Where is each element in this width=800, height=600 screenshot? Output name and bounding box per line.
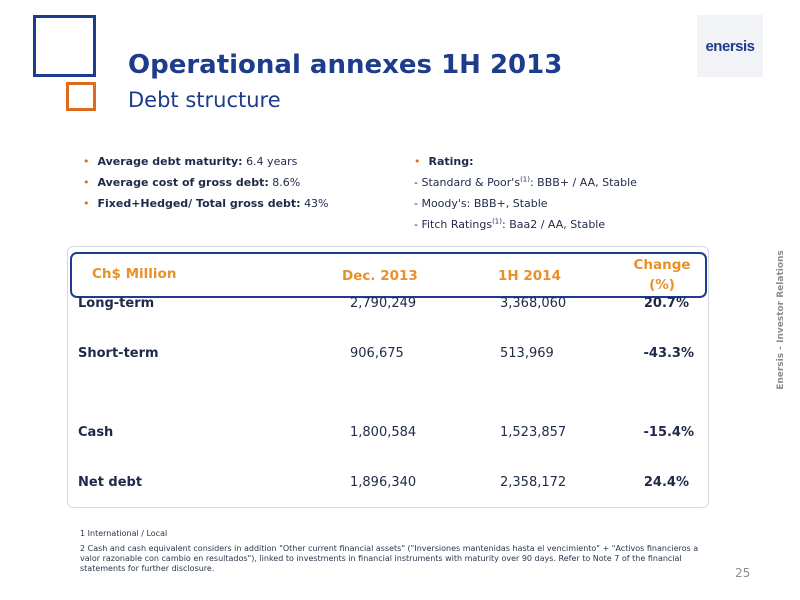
row-dec-long-term: 2,790,249 [350, 296, 417, 311]
header-1h-2014: 1H 2014 [498, 268, 561, 284]
rating-fitch: - Fitch Ratings(1): Baa2 / AA, Stable [414, 214, 637, 235]
row-change-short-term: -43.3% [643, 346, 695, 361]
footnote-1: 1 International / Local [80, 529, 168, 538]
bullet-icon: • [83, 176, 90, 189]
footnote-ref: (1) [492, 217, 502, 226]
decorative-square-small [66, 82, 96, 111]
rating-list: • Rating: - Standard & Poor's(1): BBB+ / … [414, 151, 637, 235]
table-header-bar [70, 252, 707, 298]
bullet-label: Average cost of gross debt: [97, 176, 269, 189]
row-label-net-debt: Net debt [78, 475, 143, 490]
page-title: Operational annexes 1H 2013 [128, 50, 563, 80]
header-change: Change (%) [622, 255, 702, 295]
footnote-ref: (1) [520, 175, 530, 184]
side-label: Enersis - Investor Relations [776, 250, 786, 390]
row-dec-net-debt: 1,896,340 [350, 475, 417, 490]
header-change-line2: (%) [649, 277, 675, 293]
rating-title: Rating: [428, 155, 474, 168]
bullet-avg-maturity: • Average debt maturity: 6.4 years [83, 151, 329, 172]
row-dec-short-term: 906,675 [350, 346, 404, 361]
bullet-icon: • [83, 155, 90, 168]
page-subtitle: Debt structure [128, 88, 281, 112]
logo-text: enersis [705, 37, 755, 55]
debt-table [67, 246, 709, 508]
rating-fitch-value: : Baa2 / AA, Stable [502, 218, 606, 231]
rating-fitch-label: - Fitch Ratings [414, 218, 493, 231]
row-change-long-term: 20.7% [643, 296, 689, 311]
row-label-short-term: Short-term [78, 346, 159, 361]
footnotes: 1 International / Local 2 Cash and cash … [80, 529, 700, 579]
rating-moodys: - Moody's: BBB+, Stable [414, 197, 548, 210]
bullet-label: Average debt maturity: [97, 155, 243, 168]
bullet-value: 43% [304, 197, 329, 210]
debt-metrics-list: • Average debt maturity: 6.4 years • Avera… [83, 151, 329, 214]
footnote-2: 2 Cash and cash equivalent considers in … [80, 544, 699, 573]
row-dec-cash: 1,800,584 [350, 425, 417, 440]
rating-sp-label: - Standard & Poor's [414, 176, 521, 189]
enersis-logo: enersis [697, 15, 763, 77]
bullet-avg-cost: • Average cost of gross debt: 8.6% [83, 172, 329, 193]
row-label-long-term: Long-term [78, 296, 155, 311]
header-label: Ch$ Million [92, 266, 177, 282]
row-change-cash: -15.4% [643, 425, 695, 440]
row-h1-cash: 1,523,857 [500, 425, 567, 440]
bullet-value: 6.4 years [246, 155, 298, 168]
bullet-fixed-hedged: • Fixed+Hedged/ Total gross debt: 43% [83, 193, 329, 214]
header-change-line1: Change [633, 257, 691, 273]
bullet-value: 8.6% [272, 176, 301, 189]
row-change-net-debt: 24.4% [643, 475, 689, 490]
row-h1-net-debt: 2,358,172 [500, 475, 567, 490]
row-label-cash: Cash [78, 425, 114, 440]
decorative-square-large [33, 15, 96, 77]
header-dec-2013: Dec. 2013 [342, 268, 418, 284]
row-h1-short-term: 513,969 [500, 346, 554, 361]
bullet-label: Fixed+Hedged/ Total gross debt: [97, 197, 301, 210]
page-number: 25 [735, 566, 751, 580]
rating-sp-value: : BBB+ / AA, Stable [529, 176, 637, 189]
rating-title-row: • Rating: [414, 151, 637, 172]
bullet-icon: • [83, 197, 90, 210]
bullet-icon: • [414, 155, 421, 168]
row-h1-long-term: 3,368,060 [500, 296, 567, 311]
rating-sp: - Standard & Poor's(1): BBB+ / AA, Stabl… [414, 172, 637, 193]
